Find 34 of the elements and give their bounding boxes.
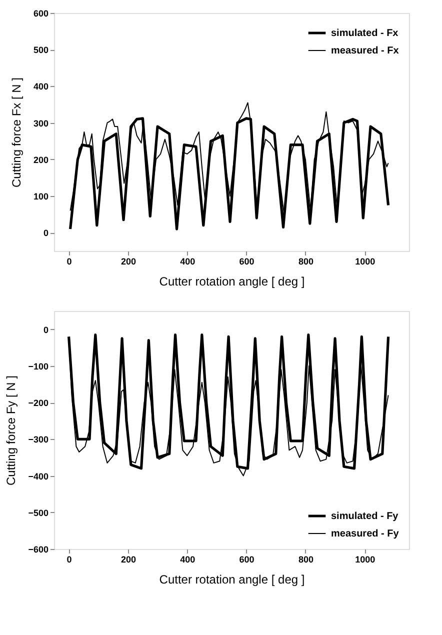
y-axis-title: Cutting force Fy [ N ] bbox=[4, 375, 18, 486]
x-tick-label: 200 bbox=[120, 256, 136, 266]
y-tick-label: 400 bbox=[33, 82, 48, 92]
y-tick-label: 600 bbox=[33, 8, 48, 18]
y-tick-label: 200 bbox=[33, 154, 48, 165]
x-tick-label: 400 bbox=[180, 554, 196, 564]
y-tick-label: −400 bbox=[28, 471, 48, 482]
y-tick-label: 0 bbox=[43, 324, 48, 335]
legend-label: measured - Fy bbox=[331, 528, 400, 540]
x-axis-title: Cutter rotation angle [ deg ] bbox=[159, 572, 305, 586]
y-tick-label: −500 bbox=[28, 508, 48, 518]
legend-label: simulated - Fy bbox=[331, 511, 399, 522]
y-tick-label: 500 bbox=[33, 45, 48, 56]
x-tick-label: 600 bbox=[239, 554, 254, 564]
x-tick-label: 200 bbox=[120, 554, 136, 564]
x-tick-label: 1000 bbox=[355, 256, 376, 266]
x-axis-title: Cutter rotation angle [ deg ] bbox=[159, 274, 305, 288]
y-tick-label: 100 bbox=[33, 192, 48, 202]
x-tick-label: 800 bbox=[298, 256, 314, 266]
legend-label: simulated - Fx bbox=[331, 28, 399, 39]
legend-label: measured - Fx bbox=[331, 46, 400, 56]
x-tick-label: 800 bbox=[298, 554, 314, 564]
x-tick-label: 0 bbox=[66, 554, 72, 564]
y-tick-label: 300 bbox=[33, 118, 48, 128]
x-tick-label: 600 bbox=[239, 256, 254, 266]
x-tick-label: 1000 bbox=[355, 554, 376, 564]
x-tick-label: 400 bbox=[180, 256, 196, 266]
y-tick-label: −300 bbox=[28, 434, 48, 445]
x-tick-label: 0 bbox=[66, 256, 72, 266]
y-tick-label: −600 bbox=[28, 544, 48, 554]
y-tick-label: 0 bbox=[43, 228, 48, 238]
y-tick-label: −200 bbox=[28, 398, 48, 408]
y-tick-label: −100 bbox=[28, 361, 48, 372]
y-axis-title: Cutting force Fx [ N ] bbox=[9, 77, 24, 188]
